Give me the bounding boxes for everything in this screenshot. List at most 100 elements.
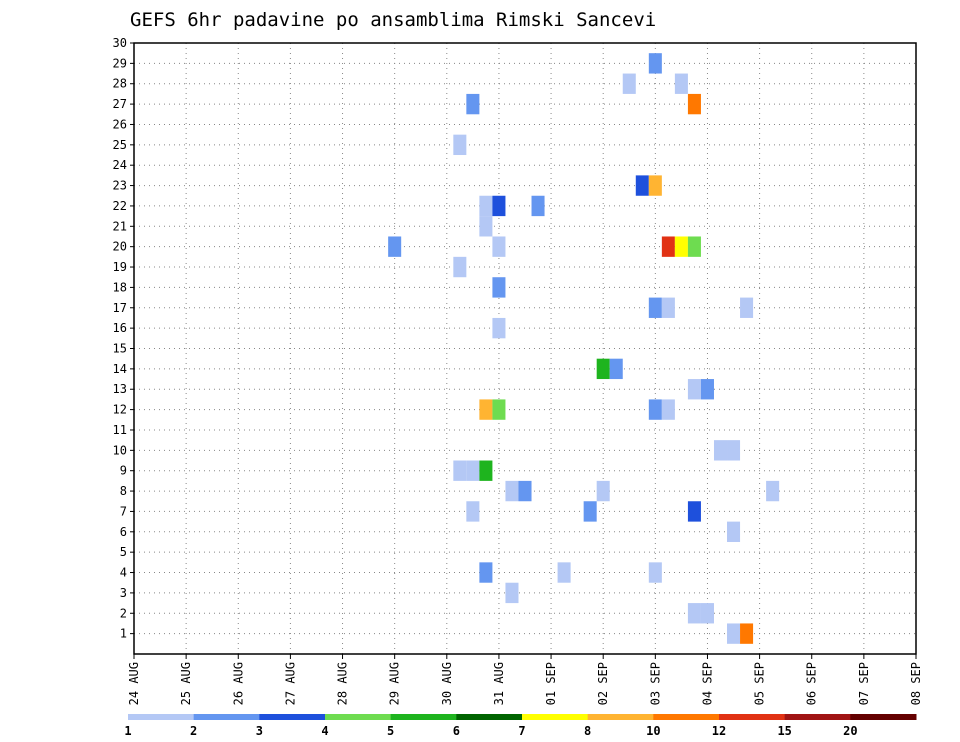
grid-lines bbox=[134, 43, 916, 654]
y-tick-label: 24 bbox=[113, 158, 127, 172]
y-axis-ticks: 1234567891011121314151617181920212223242… bbox=[113, 36, 134, 641]
colorbar-segment bbox=[719, 714, 786, 720]
y-tick-label: 21 bbox=[113, 219, 127, 233]
data-cell bbox=[687, 603, 701, 624]
colorbar-segment bbox=[784, 714, 851, 720]
data-cells bbox=[388, 53, 780, 644]
colorbar-segment bbox=[587, 714, 654, 720]
data-cell bbox=[687, 501, 701, 522]
data-cell bbox=[648, 175, 662, 196]
data-cell bbox=[596, 358, 610, 380]
data-cell bbox=[648, 297, 662, 318]
colorbar-segment bbox=[259, 714, 326, 720]
y-tick-label: 3 bbox=[120, 586, 127, 600]
y-tick-label: 11 bbox=[113, 423, 127, 437]
colorbar-label: 10 bbox=[646, 724, 660, 738]
x-tick-label: 27 AUG bbox=[283, 662, 297, 705]
colorbar-segment bbox=[390, 714, 457, 720]
x-tick-label: 25 AUG bbox=[179, 662, 193, 705]
y-tick-label: 8 bbox=[120, 484, 127, 498]
data-cell bbox=[453, 460, 467, 481]
data-cell bbox=[505, 480, 519, 502]
data-cell bbox=[492, 236, 506, 257]
y-tick-label: 27 bbox=[113, 97, 127, 111]
x-tick-label: 05 SEP bbox=[753, 662, 767, 705]
y-tick-label: 14 bbox=[113, 362, 127, 376]
colorbar-label: 6 bbox=[453, 724, 460, 738]
y-tick-label: 25 bbox=[113, 138, 127, 152]
data-cell bbox=[713, 440, 728, 461]
data-cell bbox=[648, 399, 662, 420]
data-cell bbox=[479, 195, 493, 217]
x-tick-label: 29 AUG bbox=[388, 662, 402, 705]
y-tick-label: 12 bbox=[113, 403, 127, 417]
y-tick-label: 15 bbox=[113, 342, 127, 356]
y-tick-label: 16 bbox=[113, 321, 127, 335]
data-cell bbox=[531, 195, 545, 217]
y-tick-label: 26 bbox=[113, 117, 127, 131]
y-tick-label: 7 bbox=[120, 504, 127, 518]
colorbar-segment bbox=[456, 714, 523, 720]
data-cell bbox=[466, 460, 480, 481]
data-cell bbox=[466, 93, 480, 115]
y-tick-label: 20 bbox=[113, 240, 127, 254]
x-tick-label: 01 SEP bbox=[544, 662, 558, 705]
y-tick-label: 5 bbox=[120, 545, 127, 559]
data-cell bbox=[661, 399, 675, 420]
data-cell bbox=[687, 236, 701, 257]
data-cell bbox=[635, 175, 649, 196]
data-cell bbox=[557, 562, 571, 583]
data-cell bbox=[727, 623, 741, 644]
colorbar-segment bbox=[653, 714, 720, 720]
data-cell bbox=[479, 562, 493, 583]
y-tick-label: 30 bbox=[113, 36, 127, 50]
y-tick-label: 1 bbox=[120, 627, 127, 641]
colorbar-label: 3 bbox=[256, 724, 263, 738]
data-cell bbox=[583, 501, 597, 522]
x-tick-label: 08 SEP bbox=[909, 662, 923, 705]
y-tick-label: 6 bbox=[120, 525, 127, 539]
y-tick-label: 10 bbox=[113, 443, 127, 457]
data-cell bbox=[700, 603, 714, 624]
data-cell bbox=[727, 521, 741, 542]
data-cell bbox=[453, 134, 467, 156]
colorbar-segment bbox=[850, 714, 917, 720]
data-cell bbox=[492, 277, 506, 298]
x-tick-label: 26 AUG bbox=[231, 662, 245, 705]
y-tick-label: 4 bbox=[120, 566, 127, 580]
colorbar-label: 8 bbox=[584, 724, 591, 738]
colorbar: 1 2 3 4 5 6 7 8 10 12 15 20 bbox=[124, 714, 917, 738]
x-tick-label: 24 AUG bbox=[127, 662, 141, 705]
data-cell bbox=[466, 501, 480, 522]
y-tick-label: 28 bbox=[113, 77, 127, 91]
colorbar-segment bbox=[325, 714, 392, 720]
data-cell bbox=[674, 236, 688, 257]
y-tick-label: 18 bbox=[113, 280, 127, 294]
colorbar-label: 4 bbox=[321, 724, 328, 738]
x-tick-label: 30 AUG bbox=[440, 662, 454, 705]
colorbar-label: 1 bbox=[124, 724, 131, 738]
data-cell bbox=[505, 582, 519, 604]
colorbar-label: 2 bbox=[190, 724, 197, 738]
colorbar-segment bbox=[128, 714, 195, 720]
data-cell bbox=[479, 399, 493, 420]
data-cell bbox=[661, 297, 675, 318]
data-cell bbox=[453, 256, 467, 278]
y-tick-label: 9 bbox=[120, 464, 127, 478]
data-cell bbox=[596, 480, 610, 502]
colorbar-label: 12 bbox=[712, 724, 726, 738]
data-cell bbox=[609, 358, 623, 380]
y-tick-label: 2 bbox=[120, 606, 127, 620]
colorbar-label: 15 bbox=[777, 724, 791, 738]
x-tick-label: 04 SEP bbox=[700, 662, 714, 705]
data-cell bbox=[479, 460, 493, 481]
y-tick-label: 29 bbox=[113, 56, 127, 70]
chart-title: GEFS 6hr padavine po ansamblima Rimski S… bbox=[130, 9, 656, 31]
y-tick-label: 19 bbox=[113, 260, 127, 274]
data-cell bbox=[648, 53, 662, 74]
y-tick-label: 23 bbox=[113, 179, 127, 193]
colorbar-label: 20 bbox=[843, 724, 857, 738]
data-cell bbox=[661, 236, 675, 257]
y-tick-label: 13 bbox=[113, 382, 127, 396]
